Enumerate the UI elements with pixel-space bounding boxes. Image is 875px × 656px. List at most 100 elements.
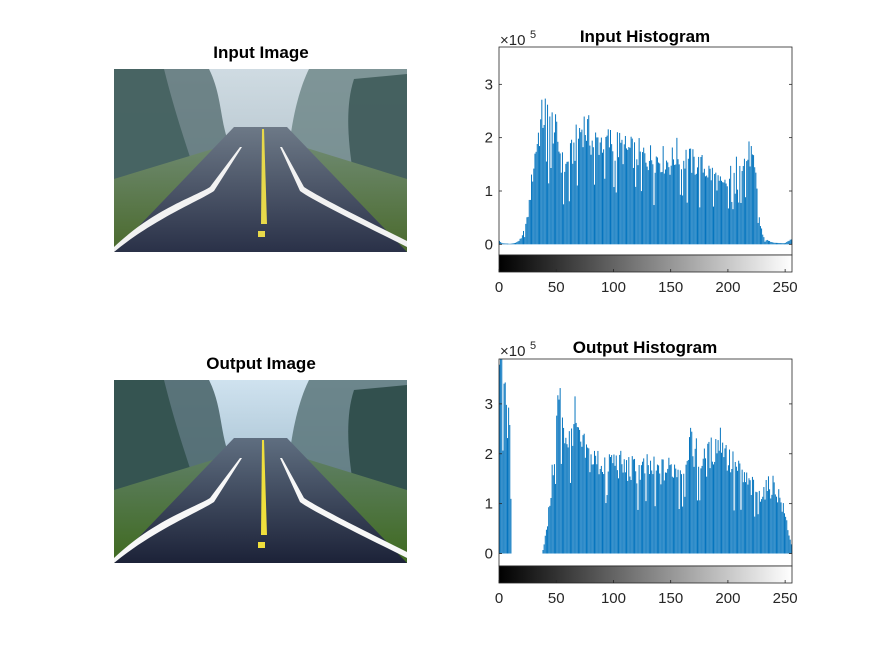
hist1-bar bbox=[700, 157, 702, 245]
hist2-bar bbox=[593, 450, 595, 554]
hist1-bar bbox=[688, 148, 690, 245]
hist2-bar bbox=[763, 487, 765, 554]
hist2-bar bbox=[678, 509, 680, 554]
hist1-bar bbox=[772, 242, 774, 245]
hist2-bar bbox=[706, 476, 708, 554]
hist1-bar bbox=[731, 201, 733, 245]
hist1-bar bbox=[724, 179, 726, 245]
hist2-ytick-label: 3 bbox=[485, 396, 493, 413]
hist2-bar bbox=[623, 459, 625, 554]
hist2-bar bbox=[769, 489, 771, 554]
hist2-bar bbox=[694, 448, 696, 554]
hist1-bar bbox=[533, 168, 535, 245]
hist2-bar bbox=[669, 465, 671, 554]
hist1-bar bbox=[697, 167, 698, 245]
hist1-title: Input Histogram bbox=[580, 27, 710, 46]
hist2-bar bbox=[582, 435, 584, 554]
hist1-bar bbox=[511, 243, 513, 245]
hist2-bar bbox=[743, 472, 745, 554]
hist2-title: Output Histogram bbox=[573, 338, 718, 357]
hist2-bar bbox=[638, 464, 640, 554]
hist2-bar bbox=[560, 463, 562, 554]
hist2-bar bbox=[628, 457, 630, 554]
hist1-bar bbox=[711, 167, 713, 245]
hist1-bar bbox=[555, 114, 557, 245]
hist2-bar bbox=[510, 498, 512, 554]
hist2-bar bbox=[682, 506, 684, 554]
output-image-title: Output Image bbox=[206, 354, 316, 373]
hist2-bar bbox=[656, 464, 658, 554]
hist1-bar bbox=[718, 180, 720, 245]
hist1-bar bbox=[781, 243, 783, 245]
hist1-bar bbox=[581, 129, 583, 245]
hist1-bar bbox=[655, 156, 657, 245]
hist1-bar bbox=[603, 149, 605, 245]
hist2-bar bbox=[559, 388, 561, 554]
hist1-bar bbox=[620, 142, 622, 245]
hist2-bar bbox=[504, 382, 506, 554]
hist1-bar bbox=[536, 144, 538, 245]
hist2-bar bbox=[726, 470, 728, 554]
hist1-bar bbox=[647, 170, 649, 245]
hist2-bar bbox=[549, 505, 551, 554]
hist2-bar bbox=[684, 496, 686, 554]
hist1-bar bbox=[623, 144, 625, 245]
hist2-bar bbox=[738, 460, 740, 554]
hist1-bar bbox=[662, 146, 664, 245]
hist1-bar bbox=[767, 240, 769, 245]
hist1-bar bbox=[569, 143, 571, 245]
hist1-bar bbox=[564, 171, 566, 245]
hist2-bar bbox=[713, 464, 715, 554]
hist1-bar bbox=[508, 243, 510, 245]
hist1-bar bbox=[765, 240, 767, 245]
hist2-bar bbox=[653, 456, 655, 554]
hist1-bar bbox=[664, 169, 666, 245]
hist2-bar bbox=[655, 470, 657, 554]
hist2-bar bbox=[566, 444, 568, 554]
hist1-bar bbox=[523, 230, 525, 245]
hist1-bar bbox=[716, 190, 718, 245]
hist1-bar bbox=[659, 163, 661, 245]
hist1-bar bbox=[723, 182, 725, 245]
hist1-bar bbox=[509, 243, 511, 245]
hist2-bar bbox=[719, 427, 721, 554]
hist2-exponent-base: ×10 bbox=[500, 343, 525, 360]
hist1-bar bbox=[587, 119, 589, 245]
hist1-bar bbox=[771, 242, 773, 245]
hist2-bar bbox=[749, 480, 751, 554]
hist1-bar bbox=[542, 127, 544, 245]
hist2-bar bbox=[663, 480, 665, 554]
hist1-bar bbox=[628, 147, 630, 245]
hist1-bar bbox=[713, 206, 715, 245]
hist2-bar bbox=[621, 464, 623, 554]
hist2-bar bbox=[671, 476, 673, 554]
hist1-bar bbox=[680, 169, 682, 245]
hist1-bar bbox=[631, 138, 633, 245]
hist1-bar bbox=[605, 136, 607, 245]
hist1-bar bbox=[783, 243, 785, 245]
hist1-bar bbox=[693, 156, 695, 245]
hist1-bar bbox=[622, 164, 624, 245]
hist1-xtick-label: 50 bbox=[548, 279, 565, 296]
hist1-bar bbox=[789, 239, 791, 245]
hist2-bar bbox=[772, 475, 774, 554]
hist1-bar bbox=[640, 191, 642, 245]
hist1-bar bbox=[584, 135, 586, 245]
hist2-bar bbox=[731, 469, 733, 554]
hist1-bar bbox=[654, 172, 656, 245]
hist2-bar bbox=[551, 464, 553, 554]
hist2-bar bbox=[662, 459, 664, 554]
hist2-bar bbox=[692, 456, 694, 554]
hist2-bar bbox=[634, 458, 636, 554]
hist1-bar bbox=[672, 159, 674, 245]
hist1-bar bbox=[613, 187, 615, 245]
input-image-title: Input Image bbox=[213, 43, 309, 62]
hist1-bar bbox=[656, 157, 658, 245]
hist1-bar bbox=[512, 243, 514, 245]
hist1-bar bbox=[612, 151, 614, 245]
hist1-bar bbox=[714, 173, 716, 245]
hist2-bar bbox=[670, 464, 672, 554]
hist2-bar bbox=[675, 468, 677, 554]
hist1-bar bbox=[690, 148, 692, 245]
hist2-bar bbox=[611, 455, 613, 554]
